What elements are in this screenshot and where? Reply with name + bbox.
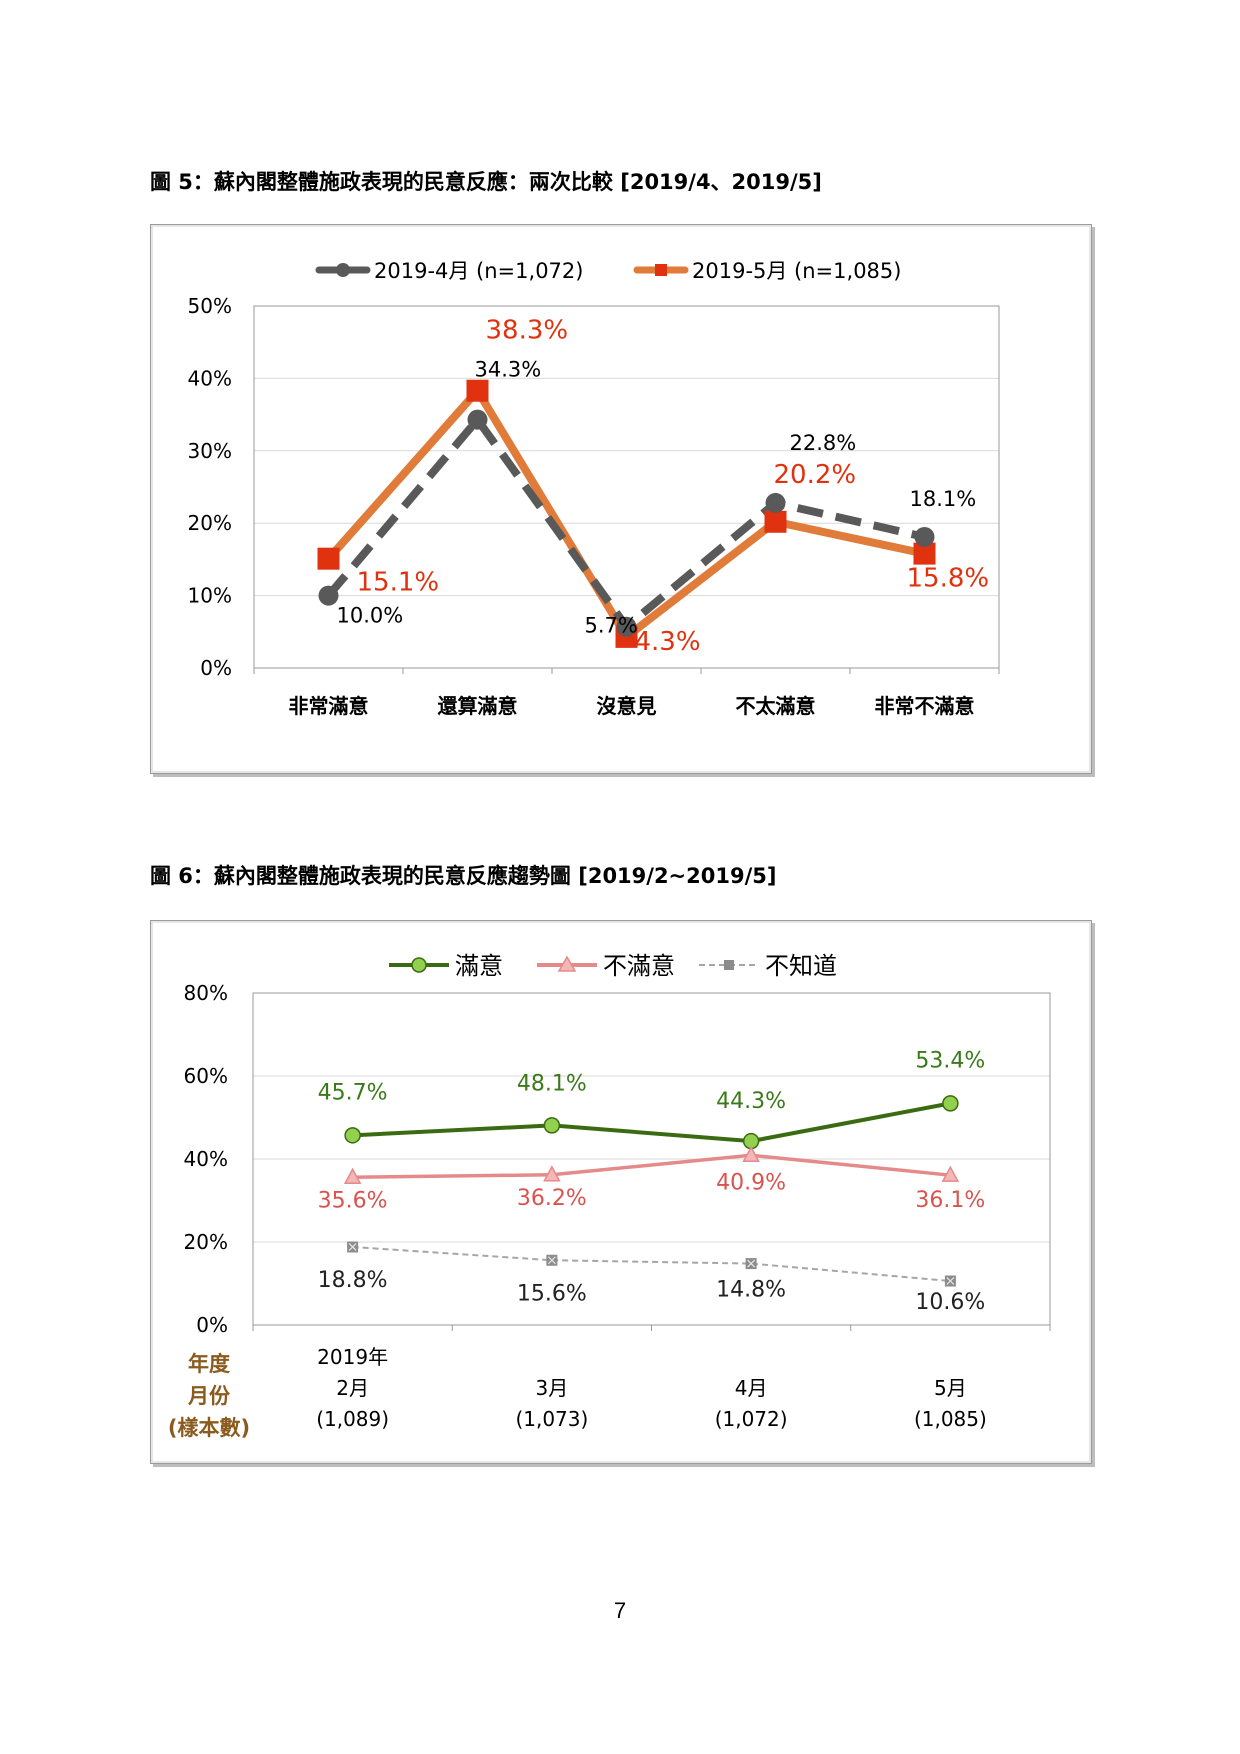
- data-point: [543, 1117, 561, 1134]
- data-point-cross: [747, 1259, 756, 1268]
- y-tick-label: 40%: [188, 366, 232, 390]
- x-category-label: 非常滿意: [289, 694, 369, 718]
- x-category-label: 2019年: [317, 1345, 388, 1369]
- y-tick-label: 0%: [196, 1313, 228, 1337]
- data-label: 14.8%: [716, 1278, 786, 1303]
- x-category-label: 3月: [536, 1376, 569, 1400]
- data-label: 36.1%: [915, 1188, 985, 1213]
- x-axis-title-line: 年度: [188, 1352, 230, 1376]
- data-label: 18.8%: [318, 1268, 388, 1293]
- legend-label: 滿意: [455, 952, 503, 980]
- data-point: [343, 1167, 362, 1185]
- legend-label: 2019-4月 (n=1,072): [374, 259, 583, 283]
- data-label: 44.3%: [716, 1089, 786, 1114]
- y-tick-label: 80%: [184, 981, 228, 1005]
- legend-marker: [557, 955, 577, 972]
- y-tick-label: 50%: [188, 294, 232, 318]
- figure6-title: 圖 6：蘇內閣整體施政表現的民意反應趨勢圖 [2019/2~2019/5]: [150, 864, 777, 888]
- data-label: 5.7%: [585, 614, 638, 638]
- y-tick-label: 20%: [184, 1230, 228, 1254]
- x-axis-title-line: (樣本數): [168, 1416, 250, 1440]
- data-label: 36.2%: [517, 1186, 587, 1211]
- data-point: [543, 1165, 561, 1182]
- data-label: 38.3%: [486, 316, 569, 346]
- data-label: 15.1%: [357, 568, 440, 598]
- x-category-label: 2月: [336, 1376, 369, 1400]
- data-point-cross: [547, 1256, 556, 1265]
- series-line: [352, 1245, 951, 1283]
- data-label: 22.8%: [790, 431, 857, 455]
- data-point: [318, 585, 339, 606]
- data-point: [317, 547, 340, 570]
- x-category-label: (1,073): [515, 1407, 588, 1431]
- data-point: [941, 1165, 960, 1182]
- x-category-label: (1,085): [914, 1407, 987, 1431]
- data-label: 18.1%: [910, 487, 977, 511]
- data-point: [765, 492, 786, 513]
- legend-label: 2019-5月 (n=1,085): [692, 259, 901, 283]
- data-point-cross: [946, 1277, 955, 1285]
- data-point: [344, 1127, 361, 1144]
- data-point: [764, 510, 787, 533]
- data-point: [466, 379, 489, 402]
- data-point-cross: [348, 1243, 357, 1251]
- y-tick-label: 60%: [184, 1064, 228, 1088]
- x-category-label: 4月: [735, 1376, 768, 1400]
- data-label: 40.9%: [716, 1170, 786, 1195]
- data-point: [467, 409, 488, 430]
- data-label: 34.3%: [475, 358, 542, 382]
- x-category-label: 沒意見: [597, 694, 657, 718]
- x-category-label: 非常不滿意: [875, 694, 975, 718]
- data-label: 35.6%: [318, 1188, 388, 1213]
- data-point: [616, 616, 637, 637]
- series-line: [325, 386, 926, 641]
- x-category-label: (1,089): [316, 1407, 389, 1431]
- x-category-label: 5月: [934, 1376, 967, 1400]
- figure6-chart: 0% 20% 40% 60% 80% 年度月份 (樣本數) 2019年 2月 (1,089) 3月 (…: [150, 920, 1092, 1464]
- figure5-title: 圖 5：蘇內閣整體施政表現的民意反應：兩次比較 [2019/4、2019/5]: [150, 170, 822, 194]
- y-tick-label: 40%: [184, 1147, 228, 1171]
- figure5-chart: 0% 10% 20% 30% 40% 50% 非常滿意 還算滿意 沒意見 不太滿意 非常不滿意 201…: [150, 224, 1092, 774]
- y-tick-label: 20%: [188, 511, 232, 535]
- data-label: 15.8%: [907, 564, 990, 594]
- figure5-svg: 0% 10% 20% 30% 40% 50% 非常滿意 還算滿意 沒意見 不太滿意 非常不滿意 201…: [188, 259, 1000, 718]
- series-line: [352, 1101, 951, 1144]
- data-label: 15.6%: [517, 1281, 587, 1306]
- legend-marker: [411, 957, 427, 973]
- legend-label: 不知道: [765, 952, 837, 980]
- y-tick-label: 0%: [200, 656, 232, 680]
- legend-marker: [655, 264, 667, 276]
- x-category-label: 還算滿意: [438, 694, 518, 718]
- data-label: 10.0%: [337, 604, 404, 628]
- legend-label: 不滿意: [603, 952, 675, 980]
- legend-marker: [724, 960, 734, 970]
- plot-area-border: [253, 305, 1000, 669]
- data-label: 53.4%: [915, 1048, 985, 1073]
- y-tick-label: 10%: [188, 584, 232, 608]
- x-axis-title-line: 月份: [187, 1384, 231, 1408]
- data-point: [942, 1095, 959, 1112]
- page-number: 7: [613, 1598, 627, 1623]
- data-label: 4.3%: [635, 627, 701, 657]
- x-category-label: (1,072): [715, 1407, 788, 1431]
- x-category-label: 不太滿意: [736, 694, 816, 718]
- data-label: 48.1%: [517, 1071, 587, 1096]
- series-line: [352, 1153, 951, 1180]
- data-label: 20.2%: [774, 460, 857, 490]
- data-label: 45.7%: [318, 1080, 388, 1105]
- data-label: 10.6%: [915, 1290, 985, 1315]
- data-point: [742, 1145, 760, 1163]
- data-point: [914, 526, 935, 547]
- y-tick-label: 30%: [188, 439, 232, 463]
- data-point: [913, 542, 936, 565]
- legend-marker: [336, 263, 350, 277]
